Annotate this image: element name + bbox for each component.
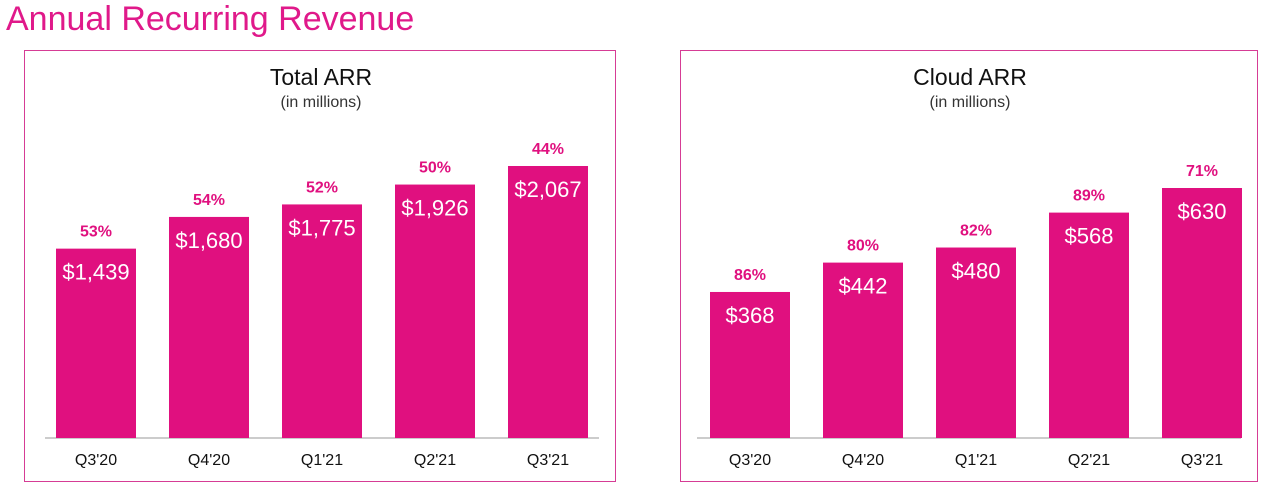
growth-rate-label: 80% (847, 238, 879, 255)
bar-value-label: $1,439 (62, 260, 129, 285)
growth-rate-label: 53% (80, 224, 112, 241)
bar-value-label: $1,775 (288, 215, 355, 240)
total-arr-chart-panel: Total ARR (in millions) $1,439 53% Q3'20 $1,6… (24, 50, 616, 482)
x-tick-label: Q3'21 (527, 452, 569, 469)
x-tick-label: Q3'21 (1181, 452, 1223, 469)
bar (823, 262, 903, 438)
cloud-arr-chart: Cloud ARR (in millions) $368 86% Q3'20 $442 80… (697, 64, 1242, 469)
x-tick-label: Q2'21 (1068, 452, 1110, 469)
chart-title: Cloud ARR (913, 64, 1027, 90)
growth-rate-label: 44% (532, 141, 564, 158)
bar-value-label: $442 (839, 274, 888, 299)
bar-value-label: $368 (726, 303, 775, 328)
page-title: Annual Recurring Revenue (6, 0, 415, 38)
bar-value-label: $480 (952, 259, 1001, 284)
x-tick-label: Q1'21 (955, 452, 997, 469)
bar (169, 216, 249, 438)
bar (395, 184, 475, 438)
growth-rate-label: 71% (1186, 163, 1218, 180)
cloud-arr-chart-panel: Cloud ARR (in millions) $368 86% Q3'20 $442 80… (680, 50, 1258, 482)
x-tick-label: Q3'20 (729, 452, 771, 469)
growth-rate-label: 52% (306, 179, 338, 196)
bar (1162, 188, 1242, 438)
x-tick-label: Q1'21 (301, 452, 343, 469)
chart-subtitle: (in millions) (281, 94, 362, 111)
bar-value-label: $1,926 (401, 196, 468, 221)
bar (936, 247, 1016, 438)
bar-value-label: $630 (1178, 199, 1227, 224)
bar-value-label: $2,067 (514, 177, 581, 202)
growth-rate-label: 54% (193, 192, 225, 209)
bar (710, 291, 790, 438)
chart-subtitle: (in millions) (930, 94, 1011, 111)
bar-value-label: $568 (1065, 224, 1114, 249)
growth-rate-label: 50% (419, 160, 451, 177)
bar (508, 166, 588, 438)
total-arr-chart: Total ARR (in millions) $1,439 53% Q3'20 $1,6… (45, 64, 599, 469)
bar (1049, 212, 1129, 438)
growth-rate-label: 82% (960, 223, 992, 240)
x-tick-label: Q4'20 (188, 452, 230, 469)
bar (56, 248, 136, 438)
growth-rate-label: 89% (1073, 188, 1105, 205)
growth-rate-label: 86% (734, 267, 766, 284)
bar (282, 204, 362, 438)
x-tick-label: Q4'20 (842, 452, 884, 469)
x-tick-label: Q3'20 (75, 452, 117, 469)
x-tick-label: Q2'21 (414, 452, 456, 469)
bar-value-label: $1,680 (175, 228, 242, 253)
chart-title: Total ARR (270, 64, 372, 90)
